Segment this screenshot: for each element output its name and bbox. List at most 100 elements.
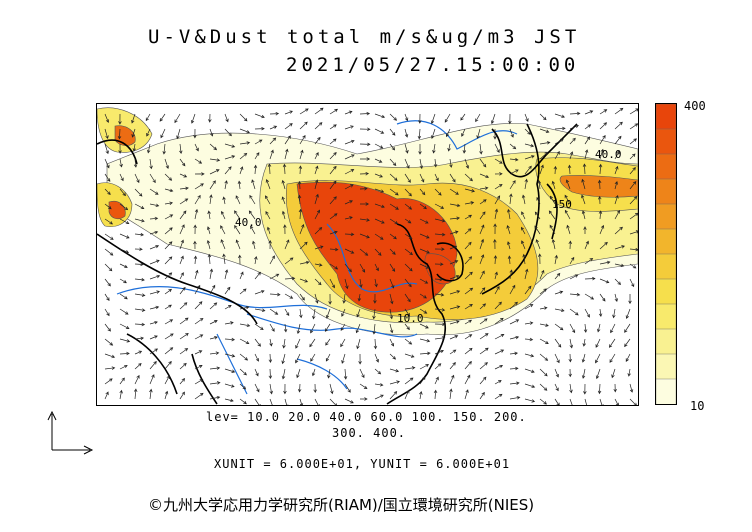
wind-arrow xyxy=(449,216,461,220)
wind-arrow xyxy=(133,158,138,168)
wind-arrow xyxy=(220,210,226,220)
wind-arrow xyxy=(494,183,503,190)
wind-arrow xyxy=(254,353,259,362)
wind-arrow xyxy=(283,224,287,235)
wind-arrow xyxy=(360,157,371,161)
wind-arrow xyxy=(539,128,550,133)
wind-arrow xyxy=(509,157,519,162)
wind-arrow xyxy=(608,338,616,348)
wind-arrow xyxy=(344,232,355,237)
wind-arrow xyxy=(179,255,184,265)
wind-arrow xyxy=(299,224,305,235)
wind-arrow xyxy=(584,110,594,115)
wind-arrow xyxy=(104,233,114,240)
wind-arrow xyxy=(194,365,203,370)
wind-arrow xyxy=(179,239,184,250)
wind-arrow xyxy=(149,245,160,250)
wind-arrow xyxy=(283,383,287,395)
wind-arrow xyxy=(404,377,414,385)
wind-arrow xyxy=(248,210,256,220)
wind-arrow xyxy=(119,389,123,400)
wind-arrow xyxy=(567,164,572,175)
wind-arrow xyxy=(479,143,483,155)
wind-arrow xyxy=(374,263,379,272)
wind-arrow xyxy=(539,398,547,405)
wind-arrow xyxy=(584,257,594,265)
wind-arrow xyxy=(341,353,346,364)
wind-arrow xyxy=(599,109,608,115)
wind-arrow xyxy=(549,195,556,205)
wind-arrow xyxy=(449,274,460,280)
wind-arrow xyxy=(583,383,587,395)
wind-arrow xyxy=(179,224,185,235)
wind-arrow xyxy=(234,224,241,235)
wind-arrow xyxy=(404,203,413,210)
wind-arrow xyxy=(269,383,273,395)
wind-arrow xyxy=(179,391,185,400)
wind-arrow xyxy=(356,308,361,318)
wind-arrow xyxy=(524,128,531,135)
wind-arrow xyxy=(194,334,204,340)
wind-arrow xyxy=(418,144,422,155)
wind-arrow xyxy=(404,188,412,197)
wind-arrow xyxy=(581,194,586,205)
wind-arrow xyxy=(296,323,301,334)
wind-arrow xyxy=(417,128,422,140)
wind-arrow xyxy=(314,245,324,250)
wind-arrow xyxy=(341,308,346,317)
wind-arrow xyxy=(554,290,564,295)
wind-arrow xyxy=(119,377,125,385)
wind-arrow xyxy=(134,173,140,184)
wind-arrow xyxy=(209,351,220,355)
wind-arrow xyxy=(569,111,581,116)
wind-arrow xyxy=(509,335,520,340)
wind-arrow xyxy=(464,188,476,193)
wind-arrow xyxy=(207,253,212,265)
wind-arrow xyxy=(119,218,130,225)
wind-arrow xyxy=(434,376,439,385)
wind-arrow xyxy=(419,293,427,299)
wind-arrow xyxy=(265,179,271,190)
wind-arrow xyxy=(419,248,430,254)
wind-arrow xyxy=(329,196,337,205)
wind-arrow xyxy=(449,290,461,295)
wind-arrow xyxy=(313,383,317,394)
wind-arrow xyxy=(104,188,111,196)
wind-arrow xyxy=(614,121,623,130)
wind-arrow xyxy=(461,128,466,137)
wind-arrow xyxy=(624,323,631,333)
wind-arrow xyxy=(582,163,587,175)
wind-arrow xyxy=(419,158,424,170)
wind-arrow xyxy=(207,210,211,220)
wind-arrow xyxy=(119,173,124,182)
wind-arrow xyxy=(164,304,172,310)
wind-arrow xyxy=(329,165,337,175)
wind-arrow xyxy=(610,323,616,334)
wind-arrow xyxy=(282,163,287,175)
wind-arrow xyxy=(134,308,146,312)
dust-band-peak-mainland xyxy=(296,181,458,313)
wind-arrow xyxy=(329,278,335,289)
wind-arrow xyxy=(329,230,338,235)
wind-arrow xyxy=(269,398,273,405)
wind-arrow xyxy=(581,353,586,363)
wind-arrow xyxy=(614,195,619,205)
wind-arrow xyxy=(164,375,170,385)
wind-arrow xyxy=(568,240,573,250)
wind-arrow xyxy=(374,394,384,400)
wind-arrow xyxy=(208,113,212,123)
wind-arrow xyxy=(190,113,196,124)
wind-arrow xyxy=(164,256,173,265)
wind-arrow xyxy=(104,293,110,302)
wind-arrow xyxy=(340,338,346,348)
contour-label-150-japan: 150 xyxy=(552,198,572,211)
wind-arrow xyxy=(524,304,534,310)
wind-arrow xyxy=(464,271,473,280)
wind-arrow xyxy=(374,173,383,178)
wind-arrow xyxy=(419,338,431,343)
wind-arrow xyxy=(524,165,532,175)
wind-arrow xyxy=(311,368,316,377)
wind-arrow xyxy=(224,166,232,175)
wind-arrow xyxy=(104,173,111,182)
wind-arrow xyxy=(224,383,235,388)
